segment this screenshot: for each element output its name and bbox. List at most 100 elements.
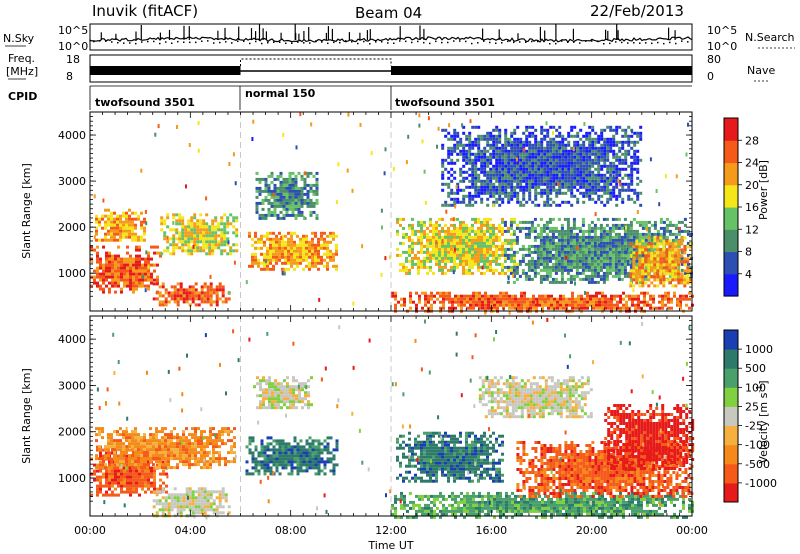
heatmap-cell	[617, 226, 621, 230]
nsearch-point	[435, 40, 437, 43]
heatmap-cell	[576, 170, 580, 174]
heatmap-cell	[462, 256, 465, 260]
heatmap-cell	[178, 240, 182, 244]
heatmap-cell	[626, 238, 630, 242]
heatmap-cell	[144, 278, 147, 282]
heatmap-cell	[595, 303, 598, 307]
heatmap-cell	[166, 240, 170, 244]
nsearch-point	[657, 41, 659, 44]
heatmap-cell	[627, 176, 631, 180]
heatmap-cell	[638, 245, 642, 249]
heatmap-cell	[329, 252, 332, 256]
heatmap-cell	[429, 229, 432, 233]
heatmap-cell	[132, 290, 135, 294]
nsearch-point	[357, 42, 359, 45]
heatmap-cell	[566, 268, 570, 272]
heatmap-cell	[671, 263, 675, 267]
heatmap-cell	[536, 300, 539, 305]
heatmap-cell	[487, 297, 490, 301]
heatmap-cell	[647, 266, 651, 270]
heatmap-cell	[484, 303, 487, 307]
heatmap-cell	[108, 269, 111, 273]
heatmap-cell	[209, 303, 213, 307]
heatmap-cell	[483, 137, 487, 141]
heatmap-cell	[131, 226, 134, 230]
heatmap-cell	[542, 238, 546, 242]
heatmap-cell	[546, 176, 550, 180]
heatmap-cell	[391, 294, 394, 298]
heatmap-cell	[516, 223, 519, 227]
heatmap-cell	[662, 254, 666, 258]
heatmap-cell	[606, 143, 610, 147]
heatmap-cell	[560, 259, 564, 263]
heatmap-cell	[462, 226, 465, 230]
heatmap-cell	[581, 262, 585, 266]
heatmap-cell	[510, 167, 514, 171]
heatmap-cell	[674, 245, 678, 249]
heatmap-cell	[546, 164, 550, 168]
heatmap-cell	[686, 281, 690, 285]
heatmap-cell	[138, 284, 141, 288]
heatmap-cell	[218, 282, 222, 286]
heatmap-cell	[486, 235, 489, 239]
heatmap-cell	[281, 237, 284, 241]
heatmap-cell	[521, 244, 525, 248]
heatmap-cell	[626, 235, 630, 239]
heatmap-cell	[279, 198, 283, 202]
heatmap-cell	[426, 235, 429, 239]
heatmap-cell	[675, 174, 678, 179]
heatmap-cell	[610, 294, 613, 298]
heatmap-cell	[144, 209, 147, 214]
heatmap-cell	[471, 217, 474, 221]
heatmap-cell	[228, 290, 231, 295]
heatmap-cell	[567, 161, 571, 165]
heatmap-cell	[636, 161, 640, 165]
heatmap-cell	[147, 278, 150, 282]
heatmap-cell	[572, 250, 576, 254]
heatmap-cell	[595, 297, 598, 301]
heatmap-cell	[593, 274, 597, 278]
heatmap-cell	[483, 167, 487, 171]
heatmap-cell	[480, 164, 484, 168]
heatmap-cell	[507, 149, 511, 153]
heatmap-cell	[558, 188, 562, 192]
heatmap-cell	[484, 297, 487, 301]
heatmap-cell	[509, 138, 512, 143]
heatmap-cell	[501, 143, 505, 147]
heatmap-cell	[509, 220, 513, 224]
heatmap-cell	[456, 146, 460, 150]
heatmap-cell	[394, 291, 397, 295]
heatmap-cell	[582, 164, 586, 168]
heatmap-cell	[656, 229, 660, 233]
heatmap-cell	[486, 176, 490, 180]
heatmap-cell	[498, 226, 501, 230]
heatmap-cell	[190, 249, 194, 253]
heatmap-cell	[102, 266, 105, 270]
heatmap-cell	[269, 231, 272, 235]
nsearch-point	[351, 41, 353, 43]
heatmap-cell	[607, 300, 610, 304]
heatmap-cell	[656, 278, 660, 282]
heatmap-cell	[297, 207, 301, 211]
heatmap-cell	[501, 164, 505, 168]
heatmap-cell	[282, 189, 286, 193]
heatmap-cell	[438, 235, 441, 239]
heatmap-cell	[156, 278, 159, 282]
heatmap-cell	[633, 131, 637, 135]
heatmap-cell	[489, 217, 492, 221]
heatmap-cell	[223, 222, 227, 226]
heatmap-cell	[603, 176, 607, 180]
heatmap-cell	[591, 149, 595, 153]
heatmap-cell	[107, 238, 110, 242]
heatmap-cell	[495, 268, 498, 272]
heatmap-cell	[305, 252, 308, 256]
heatmap-cell	[480, 265, 483, 269]
heatmap-cell	[203, 300, 207, 304]
heatmap-cell	[640, 291, 643, 295]
heatmap-cell	[498, 173, 502, 177]
heatmap-cell	[558, 170, 562, 174]
heatmap-cell	[665, 257, 669, 261]
heatmap-cell	[98, 220, 101, 224]
heatmap-cell	[639, 137, 643, 141]
heatmap-cell	[662, 275, 666, 279]
